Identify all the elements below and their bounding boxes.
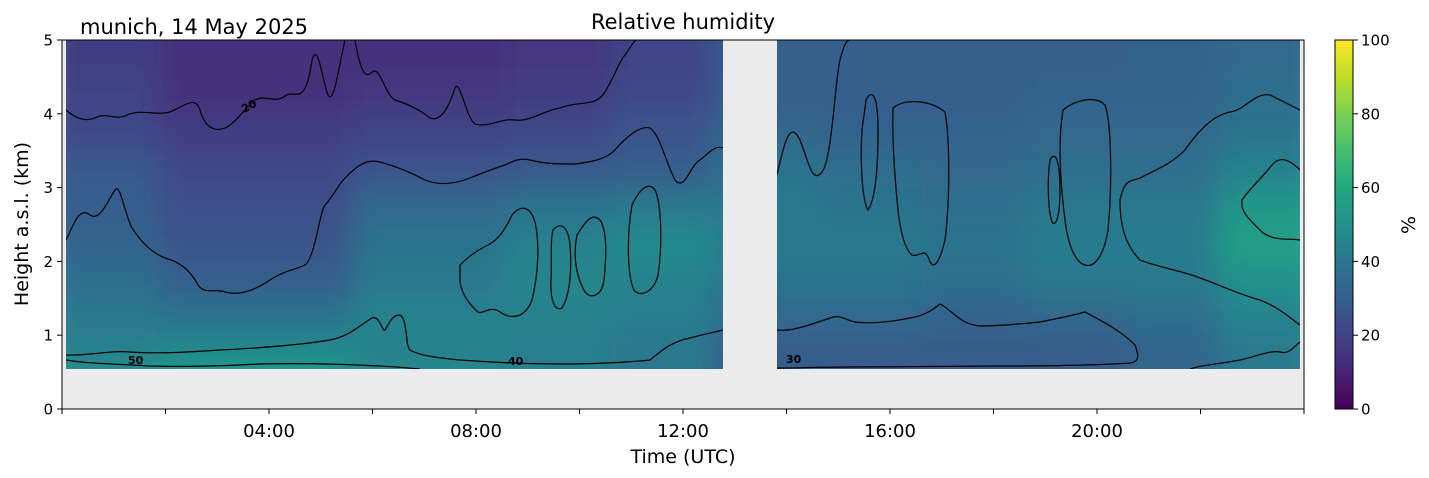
contour-40-blob-d — [627, 185, 662, 295]
colorbar-tick-label: 0 — [1361, 401, 1371, 419]
x-tick-label: 16:00 — [864, 421, 916, 442]
contour-50-right — [1241, 158, 1300, 241]
y-tick-label: 3 — [43, 179, 53, 197]
plot-area: 20 50 40 30 — [61, 39, 1305, 410]
contour-30-cell-c — [1059, 98, 1112, 266]
contour-label-20: 20 — [239, 97, 259, 116]
colorbar-tick-label: 100 — [1361, 32, 1390, 50]
x-tick-label: 20:00 — [1071, 421, 1123, 442]
x-tick-label: 04:00 — [243, 421, 295, 442]
contour-40-right — [1119, 94, 1300, 326]
contour-label-40: 40 — [508, 355, 524, 368]
contour-lines: 20 50 40 30 — [66, 40, 1300, 369]
x-tick-label: 08:00 — [450, 421, 502, 442]
y-tick-label: 5 — [43, 32, 53, 50]
contour-50 — [66, 359, 421, 369]
heatmap-cell — [611, 40, 723, 79]
heatmap-cell — [714, 40, 723, 79]
contour-40-lower — [66, 314, 723, 365]
contour-label-50: 50 — [128, 354, 144, 367]
colorbar: % 0 20 40 60 80 100 — [1334, 32, 1420, 419]
y-axis-title: Height a.s.l. (km) — [11, 142, 33, 306]
contour-30-cell-a — [860, 94, 879, 212]
chart-subtitle: munich, 14 May 2025 — [80, 15, 308, 39]
x-axis-title: Time (UTC) — [629, 446, 735, 468]
colorbar-label: % — [1398, 216, 1420, 234]
y-tick-label: 0 — [43, 401, 53, 419]
x-axis: Time (UTC) 04:00 08:00 12:00 16:00 20:00 — [61, 409, 1305, 468]
heatmap-cells — [777, 40, 1300, 369]
contour-30-right-lower — [777, 303, 1139, 369]
contour-30-cell-b — [892, 101, 950, 266]
colorbar-gradient — [1334, 39, 1354, 410]
y-tick-label: 4 — [43, 105, 53, 123]
colorbar-tick-label: 80 — [1361, 105, 1380, 123]
contour-30-cell-d — [1047, 155, 1061, 224]
heatmap-cell — [1219, 40, 1300, 79]
y-tick-label: 2 — [43, 253, 53, 271]
contour-20-upper — [66, 40, 637, 131]
contour-30-right-tail — [1189, 341, 1300, 369]
heatmap-panel-right — [777, 40, 1300, 369]
contour-label-30: 30 — [786, 353, 802, 366]
chart-title: Relative humidity — [591, 10, 775, 34]
contour-30-mid — [66, 126, 723, 294]
y-axis: Height a.s.l. (km) 0 1 2 3 4 5 — [11, 32, 62, 419]
x-tick-label: 12:00 — [657, 421, 709, 442]
contour-40-blob-b — [550, 225, 572, 310]
contour-30-right-upper — [777, 40, 851, 176]
colorbar-tick-label: 60 — [1361, 179, 1380, 197]
contour-40-blob-c — [574, 216, 607, 297]
y-tick-label: 1 — [43, 327, 53, 345]
contour-40-blob-a — [459, 207, 539, 318]
colorbar-tick-label: 20 — [1361, 327, 1380, 345]
colorbar-tick-label: 40 — [1361, 253, 1380, 271]
